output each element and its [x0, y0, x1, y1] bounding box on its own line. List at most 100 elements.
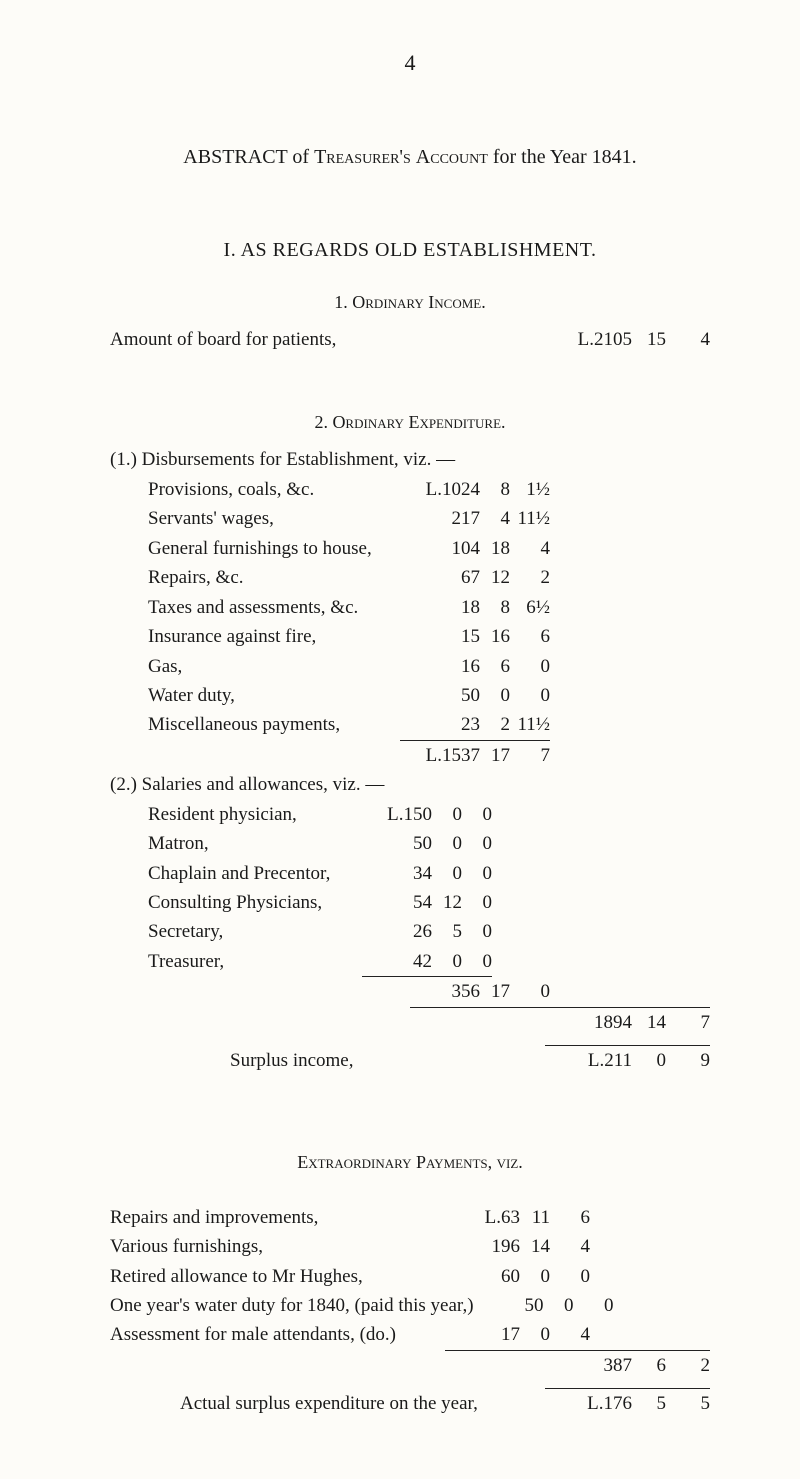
sal-amt: 5000 [368, 829, 492, 858]
sal-label: Treasurer, [148, 947, 368, 976]
amt-s: 8 [480, 475, 510, 504]
disb-amt: 15166 [410, 622, 550, 651]
disb-row: Insurance against fire, 15166 [110, 622, 710, 651]
amt-l: 60 [450, 1262, 520, 1291]
amt-d: 0 [462, 829, 492, 858]
amt-l: L.150 [368, 800, 432, 829]
amt-d: 0 [550, 1262, 590, 1291]
income-amount: L.2105 15 4 [546, 325, 710, 354]
amt-s: 16 [480, 622, 510, 651]
amt-d: 4 [666, 325, 710, 354]
sal-amt: 3400 [368, 859, 492, 888]
abstract-sc1: Treasurer's [314, 146, 411, 168]
sal-label: Secretary, [148, 917, 368, 946]
disb-label: General furnishings to house, [148, 534, 372, 563]
sal-amt: 4200 [368, 947, 492, 976]
grand-total: 1894147 [546, 1008, 710, 1037]
extra-label: Assessment for male attendants, (do.) [110, 1320, 396, 1349]
extra-total-row: 38762 [110, 1351, 710, 1380]
amt-d: 0 [510, 652, 550, 681]
extra-amt: 6000 [450, 1262, 590, 1291]
amt-l: 217 [410, 504, 480, 533]
disb-amt: 1660 [410, 652, 550, 681]
extra-label: Various furnishings, [110, 1232, 263, 1261]
amt-s: 0 [544, 1291, 574, 1320]
sal-label: Matron, [148, 829, 368, 858]
amt-s: 6 [480, 652, 510, 681]
amt-s: 11 [520, 1203, 550, 1232]
surplus-amt: L.21109 [546, 1046, 710, 1075]
disb-amt: 1886½ [410, 593, 550, 622]
amt-d: 9 [666, 1046, 710, 1075]
sal-row: Consulting Physicians, 54120 [110, 888, 710, 917]
amt-d: 0 [510, 681, 550, 710]
sal-subtotal: 356170 [410, 977, 550, 1006]
amt-l: 26 [368, 917, 432, 946]
disb-label: Repairs, &c. [148, 563, 244, 592]
amt-s: 0 [480, 681, 510, 710]
amt-l: 18 [410, 593, 480, 622]
amt-s: 0 [520, 1262, 550, 1291]
amt-s: 0 [432, 829, 462, 858]
ordinary-income-heading: 1. Ordinary Income. [110, 292, 710, 313]
disb-label: Provisions, coals, &c. [148, 475, 314, 504]
amt-l: L.63 [450, 1203, 520, 1232]
amt-s: 12 [432, 888, 462, 917]
amt-l: 67 [410, 563, 480, 592]
abstract-title: ABSTRACT of Treasurer's Account for the … [110, 146, 710, 169]
amt-s: 8 [480, 593, 510, 622]
amt-d: 0 [574, 1291, 614, 1320]
disb-label: Water duty, [148, 681, 235, 710]
income-label: Amount of board for patients, [110, 325, 336, 354]
sal-subtotal-row: 356170 [110, 977, 710, 1006]
disb-label: Insurance against fire, [148, 622, 316, 651]
amt-d: 0 [462, 859, 492, 888]
disb-row: Repairs, &c. 67122 [110, 563, 710, 592]
sal-row: Matron, 5000 [110, 829, 710, 858]
extraordinary-heading: Extraordinary Payments, viz. [110, 1152, 710, 1173]
sal-amt: 2650 [368, 917, 492, 946]
disbursements-heading: (1.) Disbursements for Establishment, vi… [110, 445, 710, 474]
page: 4 ABSTRACT of Treasurer's Account for th… [0, 0, 800, 1479]
disb-amt: 5000 [410, 681, 550, 710]
amt-s: 5 [632, 1389, 666, 1418]
amt-l: L.2105 [546, 325, 632, 354]
amt-l: 34 [368, 859, 432, 888]
amt-l: L.211 [546, 1046, 632, 1075]
amt-s: 0 [432, 800, 462, 829]
disb-row: General furnishings to house, 104184 [110, 534, 710, 563]
disb-row: Provisions, coals, &c. L.1024 8 1½ [110, 475, 710, 504]
amt-l: 104 [410, 534, 480, 563]
disb-total-row: L.1537177 [110, 741, 710, 770]
sal-row: Secretary, 2650 [110, 917, 710, 946]
extra-row: Retired allowance to Mr Hughes, 6000 [110, 1262, 710, 1291]
amt-d: 2 [666, 1351, 710, 1380]
disb-row: Taxes and assessments, &c. 1886½ [110, 593, 710, 622]
amt-l: L.176 [546, 1389, 632, 1418]
amt-s: 15 [632, 325, 666, 354]
amt-s: 17 [480, 977, 510, 1006]
amt-l: L.1537 [410, 741, 480, 770]
amt-d: 4 [510, 534, 550, 563]
amt-d: 11½ [510, 504, 550, 533]
sal-label: Resident physician, [148, 800, 368, 829]
extra-total: 38762 [546, 1351, 710, 1380]
amt-l: 50 [410, 681, 480, 710]
amt-d: 5 [666, 1389, 710, 1418]
disb-label: Servants' wages, [148, 504, 274, 533]
amt-s: 12 [480, 563, 510, 592]
disb-label: Taxes and assessments, &c. [148, 593, 358, 622]
surplus-row: Surplus income, L.21109 [110, 1046, 710, 1075]
sal-amt: L.15000 [368, 800, 492, 829]
amt-l: 17 [450, 1320, 520, 1349]
amt-s: 17 [480, 741, 510, 770]
abstract-sc2: Account [416, 146, 488, 168]
amt-d: 7 [666, 1008, 710, 1037]
sal-amt: 54120 [368, 888, 492, 917]
ordinary-expenditure-heading: 2. Ordinary Expenditure. [110, 412, 710, 433]
amt-d: 4 [550, 1320, 590, 1349]
actual-row: Actual surplus expenditure on the year, … [110, 1389, 710, 1418]
amt-s: 2 [480, 710, 510, 739]
amt-l: 387 [546, 1351, 632, 1380]
disb-row: Water duty, 5000 [110, 681, 710, 710]
